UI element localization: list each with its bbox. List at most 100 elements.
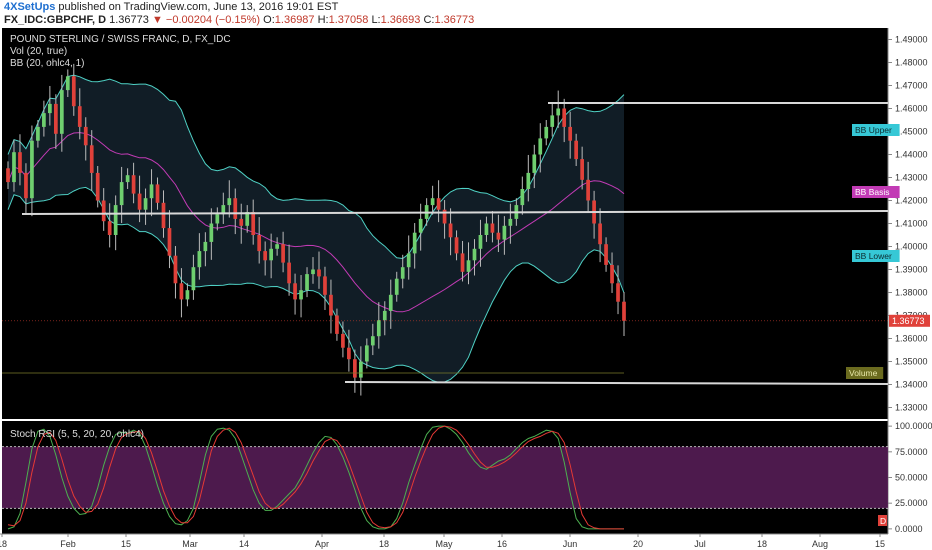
candle [335, 315, 339, 334]
candle [311, 269, 315, 275]
candle [65, 76, 70, 91]
volume-legend: Vol (20, true) [10, 46, 68, 57]
stoch-rsi-legend: Stoch RSI (5, 5, 20, 20, ohlc4) [10, 429, 144, 440]
candle [544, 126, 549, 139]
time-tick-label: Apr [315, 539, 329, 549]
candle [179, 283, 184, 300]
chart-area[interactable]: 1.330001.340001.350001.360001.370001.380… [0, 28, 932, 550]
candle [568, 126, 573, 141]
time-tick-label: Mar [182, 539, 198, 549]
chart-title: POUND STERLING / SWISS FRANC, D, FX_IDC [10, 34, 231, 45]
candle [53, 103, 58, 134]
price-tick-label: 1.40000 [895, 242, 928, 252]
time-tick-label: 18 [379, 539, 389, 549]
stoch-marker-label: D [880, 516, 886, 526]
candle [131, 175, 136, 194]
candle [430, 198, 435, 206]
bb-label-badge [852, 186, 900, 198]
candle [586, 179, 590, 201]
bb-label: BB Lower [855, 251, 892, 261]
candle [406, 253, 411, 268]
bb-cloud [8, 75, 624, 383]
publication-header: 4XSetUps published on TradingView.com, J… [0, 0, 932, 28]
candle [263, 251, 268, 261]
low-label: L: [371, 14, 381, 26]
price-tick-label: 1.47000 [895, 81, 928, 91]
candle [197, 251, 202, 268]
candle [143, 198, 148, 210]
stoch-tick-label: 25.0000 [895, 498, 928, 508]
candle [598, 223, 602, 245]
candle [233, 198, 238, 219]
candle [287, 262, 291, 284]
last-price: 1.36773 [109, 14, 149, 26]
candle [221, 205, 226, 215]
candle [203, 241, 208, 252]
candle [580, 159, 584, 180]
price-tick-label: 1.35000 [895, 357, 928, 367]
candle [394, 278, 399, 295]
candle [227, 198, 232, 206]
candle [532, 154, 537, 173]
candle [77, 106, 82, 127]
price-tick-label: 1.38000 [895, 288, 928, 298]
stoch-zone [2, 446, 888, 509]
candle [526, 172, 531, 189]
time-tick-label: 20 [633, 539, 643, 549]
published-text: published on TradingView.com, June 13, 2… [58, 1, 339, 13]
time-tick-label: 18 [757, 539, 767, 549]
stoch-k-line [7, 425, 624, 530]
bb-label: BB Upper [855, 125, 892, 135]
open-value: 1.36987 [274, 14, 315, 26]
candle [48, 103, 52, 114]
candle [382, 310, 387, 321]
candle [275, 244, 279, 249]
price-tick-label: 1.41000 [895, 219, 928, 229]
candle [6, 168, 10, 183]
price-tick-label: 1.45000 [895, 127, 928, 137]
candle [95, 172, 100, 201]
time-tick-label: Feb [60, 539, 76, 549]
candle [502, 225, 507, 240]
candle [299, 290, 303, 300]
time-tick-label: Jun [563, 539, 578, 549]
stoch-d-line [7, 425, 624, 530]
candle [562, 108, 567, 127]
candle [191, 267, 196, 291]
candle [370, 336, 375, 346]
time-tick-label: 15 [875, 539, 885, 549]
candle [454, 237, 459, 254]
time-tick-label: 15 [121, 539, 131, 549]
candle [173, 255, 178, 284]
last-price-badge [889, 314, 930, 327]
candle [341, 333, 345, 348]
candle [89, 145, 94, 173]
bb-label-badge [852, 124, 900, 136]
candle [269, 248, 273, 261]
low-value: 1.36693 [380, 14, 421, 26]
candle [448, 223, 453, 238]
stoch-tick-label: 75.0000 [895, 447, 928, 457]
time-tick-label: 18 [0, 539, 7, 549]
price-tick-label: 1.34000 [895, 380, 928, 390]
author-name[interactable]: 4XSetUps [4, 1, 56, 13]
price-tick-label: 1.46000 [895, 104, 928, 114]
candle [412, 232, 417, 254]
bb-label-badge [852, 250, 900, 262]
candle [538, 138, 543, 155]
price-tick-label: 1.33000 [895, 403, 928, 413]
candle [293, 283, 297, 300]
candle [107, 221, 112, 235]
bb-label: Volume [849, 368, 878, 378]
candle [490, 223, 495, 233]
candle [418, 218, 423, 233]
candle [101, 200, 106, 222]
candle [436, 198, 441, 210]
time-tick-label: Jul [694, 539, 706, 549]
candle [478, 235, 483, 249]
price-change: −0.00204 (−0.15%) [165, 14, 261, 26]
candle [24, 172, 28, 199]
candle [209, 223, 214, 242]
support-line-lower [344, 381, 889, 385]
candle [400, 267, 405, 279]
